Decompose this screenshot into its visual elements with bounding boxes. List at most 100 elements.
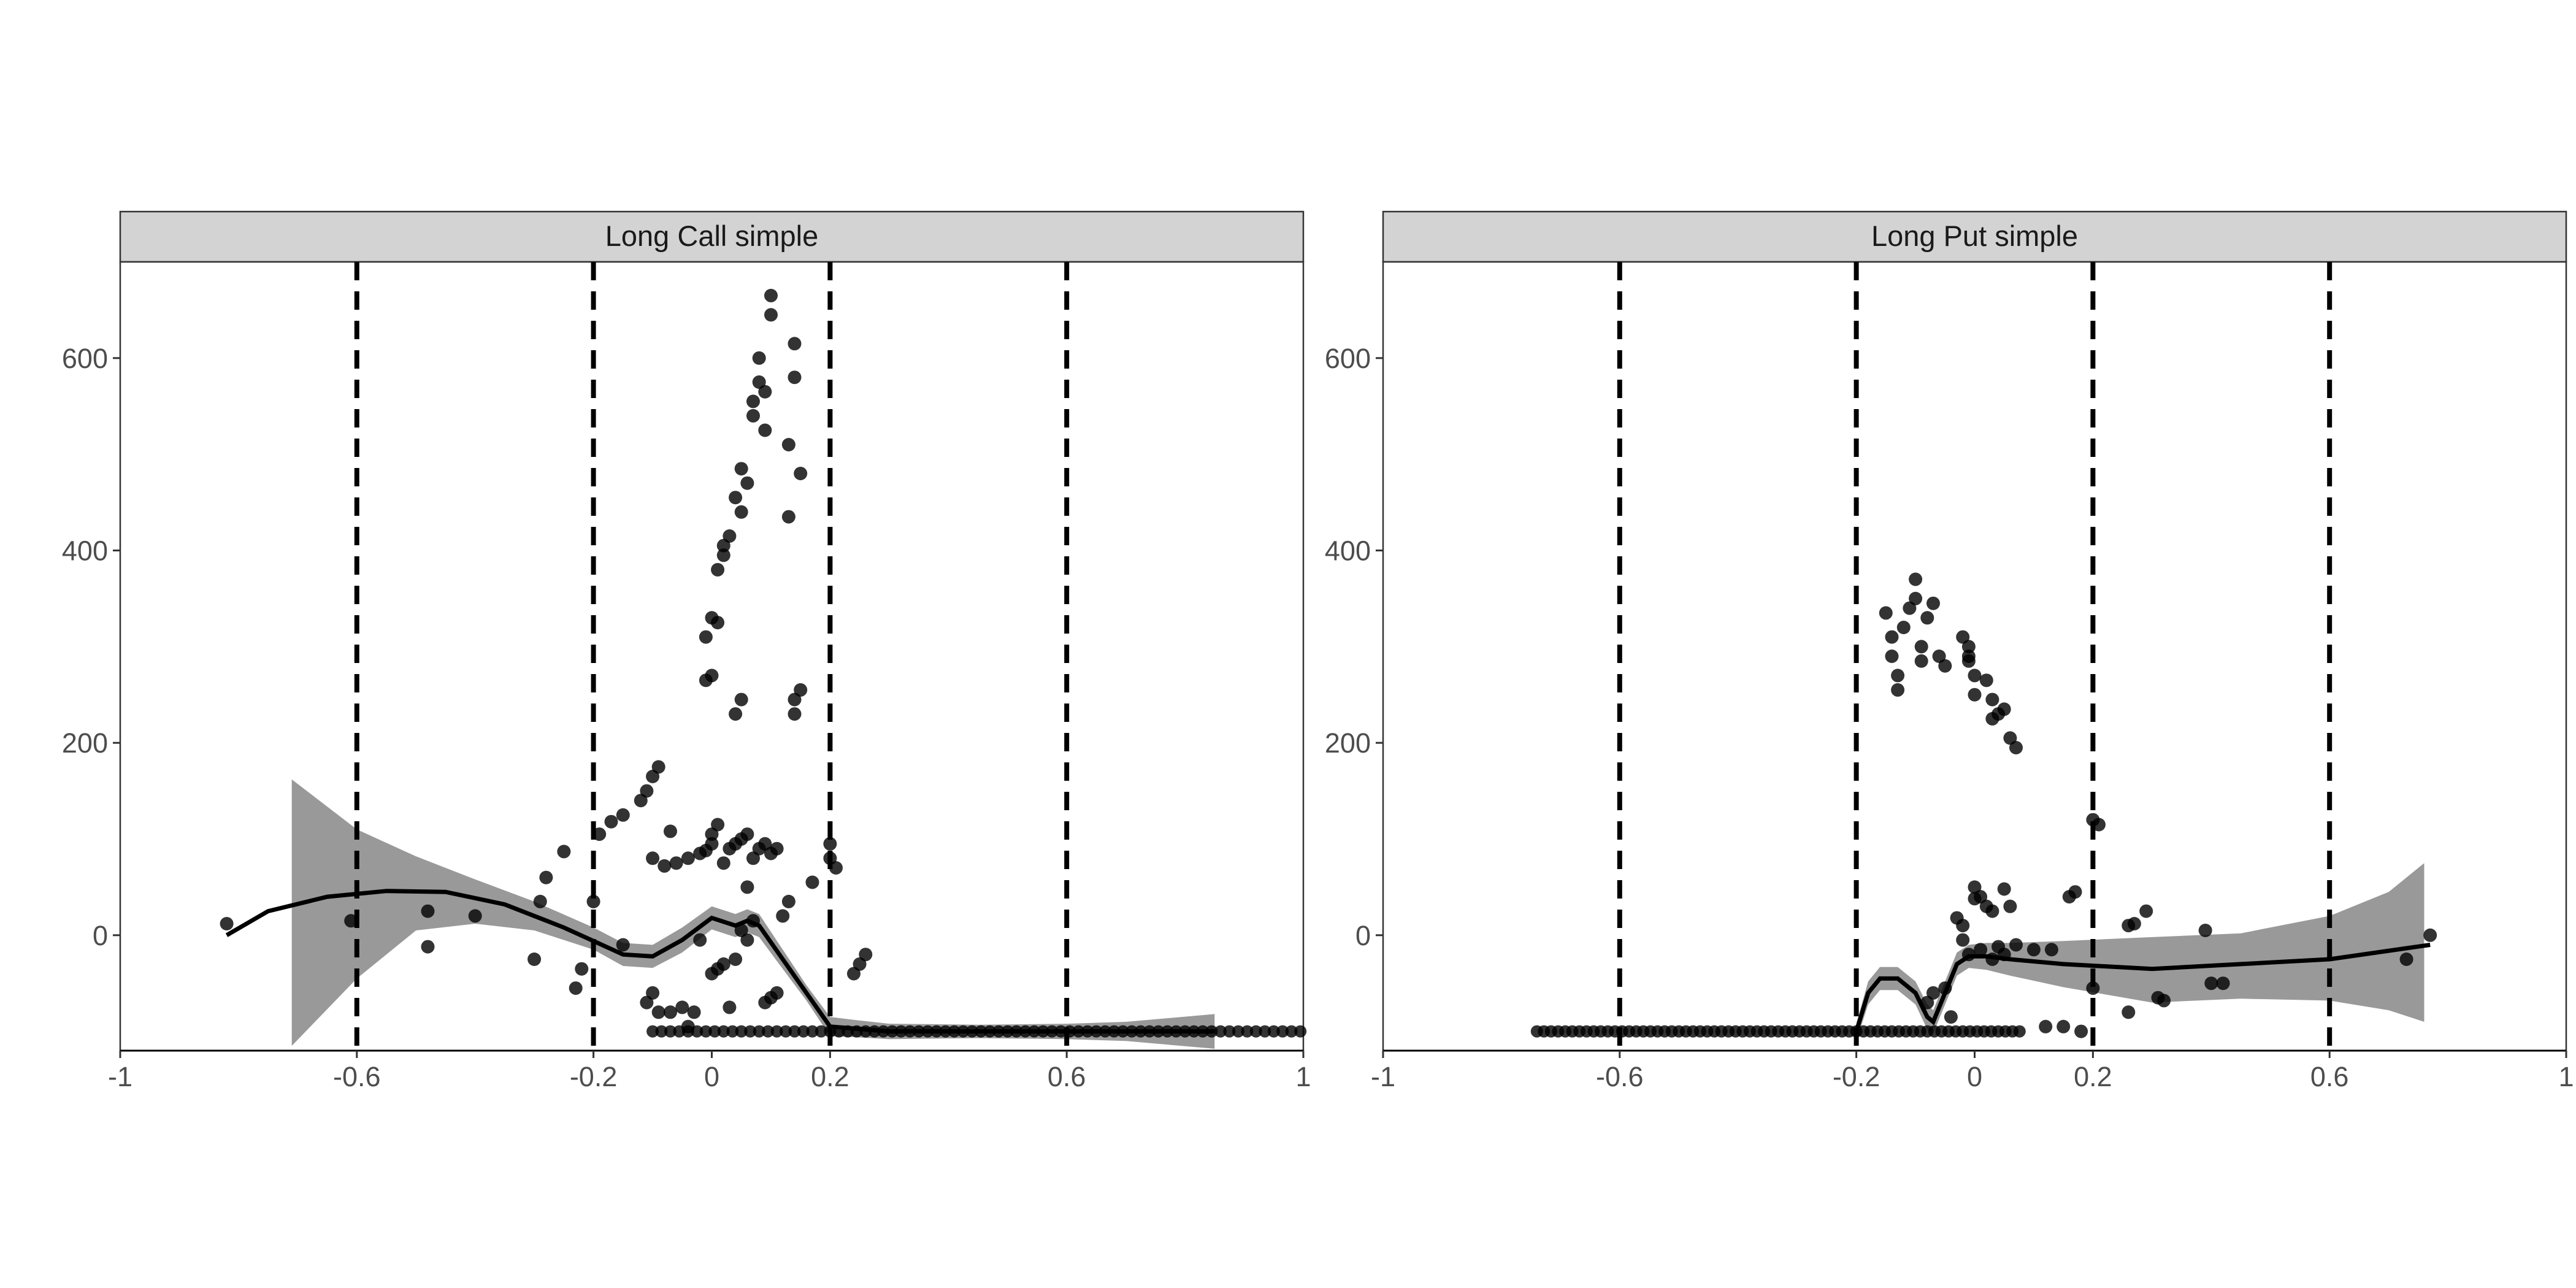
data-point [1223,1025,1236,1038]
x-tick-label: 1 [1295,1061,1311,1092]
x-tick-label: -1 [108,1061,132,1092]
data-point [691,1025,703,1038]
data-point [734,692,748,707]
data-point [781,894,795,908]
data-point [673,1025,686,1038]
data-point [681,1025,694,1038]
x-tick-label: -0.6 [333,1061,381,1092]
data-point [805,875,819,889]
panel-long-call: Long Call simple -1 -0.6 -0.2 0 0.2 0.6 1 0 200 4… [62,210,1311,1092]
data-point [651,760,665,774]
x-tick-label: 0.2 [811,1061,849,1092]
data-point [729,707,743,721]
data-point [539,870,553,884]
data-point [1968,669,1982,683]
data-point [2044,943,2058,957]
data-point [847,967,861,981]
x-tick-label: -0.6 [1596,1061,1644,1092]
data-point [1891,683,1905,697]
data-point [758,423,772,437]
data-point [859,948,873,962]
data-point [752,351,766,365]
data-point [2057,1019,2071,1033]
data-point [770,1025,783,1038]
y-tick-label: 600 [62,343,108,374]
data-point [1956,919,1970,933]
data-point [651,1005,665,1019]
data-point [734,505,748,519]
data-point [1914,640,1928,654]
data-point [1285,1025,1298,1038]
data-point [421,904,435,918]
data-point [2216,976,2230,991]
y-tick-label: 200 [1325,727,1371,759]
data-point [705,669,719,683]
data-point [797,1025,810,1038]
data-point [2086,981,2100,995]
data-point [740,476,754,490]
data-point [1968,688,1982,702]
data-point [764,288,778,302]
smooth-line [225,889,1215,1034]
data-point [693,933,707,947]
x-tick-label: 1 [2558,1061,2574,1092]
data-point [1241,1025,1254,1038]
data-point [1974,890,1988,904]
data-point [2423,928,2437,942]
data-point [716,856,730,870]
data-point [657,859,672,873]
data-point [729,953,743,966]
strip-long-call [119,210,1305,263]
data-point [575,962,589,976]
data-point [711,818,725,832]
data-point [655,1025,668,1038]
data-point [1985,692,1999,707]
data-point [788,337,802,351]
data-point [669,856,683,870]
data-point [716,957,730,971]
data-point [735,1025,748,1038]
data-point [533,894,547,908]
data-point [770,986,784,1000]
data-point [664,1005,677,1019]
data-point [2204,976,2218,991]
x-tick-label: -0.2 [1833,1061,1880,1092]
data-point [2009,938,2023,952]
panel-title-long-call: Long Call simple [605,220,818,252]
x-tick-label: -0.2 [570,1061,618,1092]
data-point [2139,904,2153,918]
data-point [794,467,808,480]
data-point [2039,1019,2053,1033]
data-point [1920,611,1934,625]
data-point [726,1025,739,1038]
data-point [1267,1025,1280,1038]
y-tick-label: 400 [62,535,108,566]
data-point [746,408,760,423]
data-point [687,1005,701,1019]
data-point [1961,640,1976,654]
data-point [711,616,725,630]
y-tick-label: 400 [1325,535,1371,566]
data-point [2092,818,2106,832]
data-point [1932,650,1946,663]
data-point [604,815,618,829]
data-point [781,510,795,524]
y-tick-label: 600 [1325,343,1371,374]
data-point [723,1000,737,1014]
panel-title-long-put: Long Put simple [1871,220,2078,252]
data-point [2074,1024,2088,1038]
panel-long-put: Long Put simple -1 -0.6 -0.2 0 0.2 0.6 1 0 200 40… [1325,210,2574,1092]
data-point [2009,741,2023,754]
data-point [640,995,654,1010]
data-point [1985,711,1999,726]
data-point [729,491,743,505]
data-point [1276,1025,1289,1038]
data-point [740,827,754,841]
data-point [586,894,600,908]
data-point [1985,904,1999,918]
x-tick-label: 0.6 [1048,1061,1086,1092]
data-point [1926,596,1940,610]
data-point [569,981,583,995]
data-point [2122,1005,2136,1019]
data-point [1232,1025,1244,1038]
